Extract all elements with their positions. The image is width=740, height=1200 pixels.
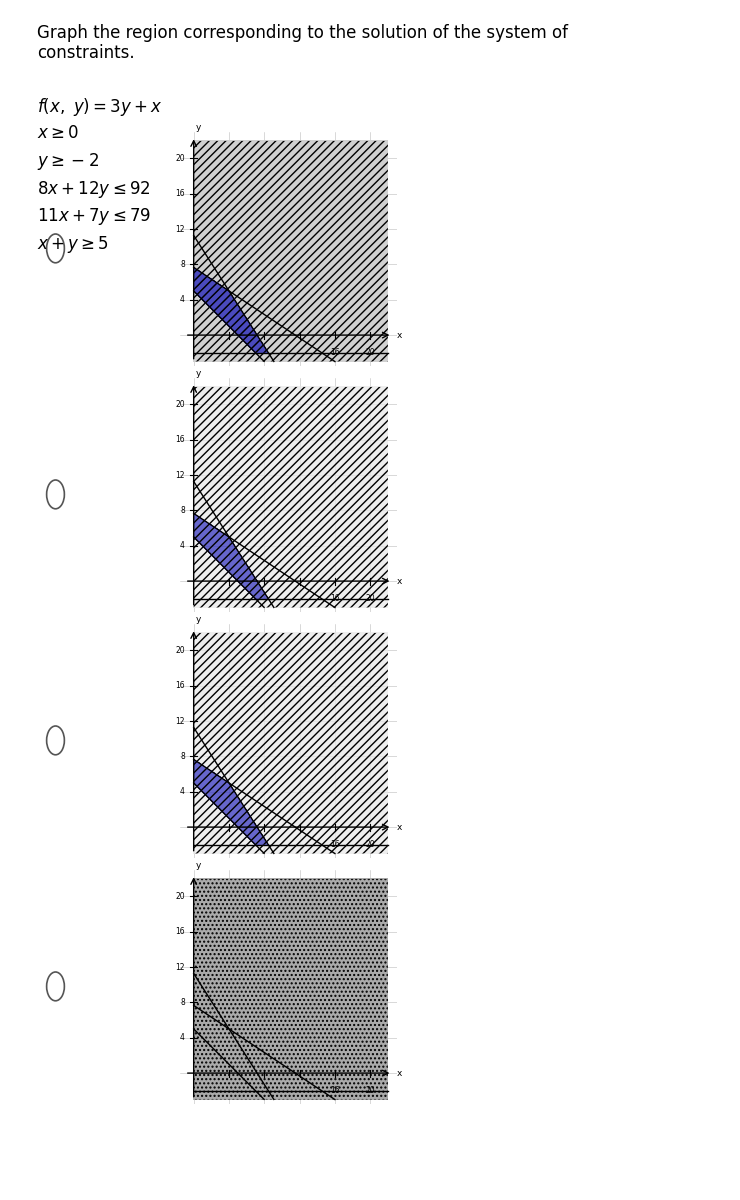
Text: 8: 8 bbox=[180, 260, 185, 269]
Text: 4: 4 bbox=[180, 787, 185, 797]
Text: y: y bbox=[195, 124, 201, 132]
Text: constraints.: constraints. bbox=[37, 44, 135, 62]
Text: 8: 8 bbox=[180, 506, 185, 515]
Text: 16: 16 bbox=[330, 840, 340, 850]
Text: 20: 20 bbox=[366, 1086, 375, 1096]
Text: 4: 4 bbox=[180, 295, 185, 305]
Text: $8x + 12y \leq 92$: $8x + 12y \leq 92$ bbox=[37, 179, 150, 199]
Text: 20: 20 bbox=[175, 646, 185, 655]
Text: y: y bbox=[195, 614, 201, 624]
Text: 16: 16 bbox=[330, 594, 340, 604]
Text: 20: 20 bbox=[175, 892, 185, 901]
Text: 20: 20 bbox=[366, 594, 375, 604]
Text: 8: 8 bbox=[180, 998, 185, 1007]
Text: 16: 16 bbox=[175, 682, 185, 690]
Text: x: x bbox=[397, 1068, 402, 1078]
Text: x: x bbox=[397, 822, 402, 832]
Text: $f(x,\ y) = 3y + x$: $f(x,\ y) = 3y + x$ bbox=[37, 96, 163, 118]
Text: 16: 16 bbox=[175, 928, 185, 936]
Text: y: y bbox=[195, 370, 201, 378]
Text: 20: 20 bbox=[175, 400, 185, 409]
Text: 12: 12 bbox=[175, 470, 185, 480]
Text: 16: 16 bbox=[330, 348, 340, 358]
Text: 20: 20 bbox=[366, 348, 375, 358]
Text: 12: 12 bbox=[175, 716, 185, 726]
Text: 16: 16 bbox=[175, 436, 185, 444]
Text: 4: 4 bbox=[180, 1033, 185, 1043]
Text: $y \geq -2$: $y \geq -2$ bbox=[37, 151, 99, 172]
Text: y: y bbox=[195, 862, 201, 870]
Text: Graph the region corresponding to the solution of the system of: Graph the region corresponding to the so… bbox=[37, 24, 568, 42]
Text: 8: 8 bbox=[180, 752, 185, 761]
Text: $x + y \geq 5$: $x + y \geq 5$ bbox=[37, 234, 109, 254]
Text: 12: 12 bbox=[175, 962, 185, 972]
Text: 4: 4 bbox=[180, 541, 185, 551]
Text: 16: 16 bbox=[175, 190, 185, 198]
Text: x: x bbox=[397, 330, 402, 340]
Text: $11x + 7y \leq 79$: $11x + 7y \leq 79$ bbox=[37, 206, 151, 228]
Text: x: x bbox=[397, 576, 402, 586]
Text: 20: 20 bbox=[175, 154, 185, 163]
Text: 16: 16 bbox=[330, 1086, 340, 1096]
Text: 20: 20 bbox=[366, 840, 375, 850]
Text: $x \geq 0$: $x \geq 0$ bbox=[37, 124, 79, 142]
Text: 12: 12 bbox=[175, 224, 185, 234]
